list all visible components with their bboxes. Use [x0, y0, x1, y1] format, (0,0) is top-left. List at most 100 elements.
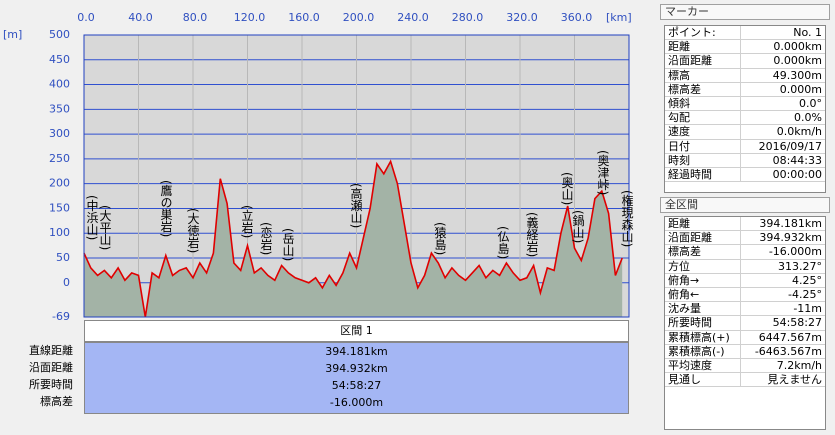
peak-label: (権現森山) — [620, 190, 634, 247]
total-value: -11m — [793, 302, 822, 316]
peak-label: (岳山) — [281, 228, 295, 261]
x-tick-label: 120.0 — [234, 11, 266, 24]
marker-key: 距離 — [665, 40, 741, 54]
plot-border — [83, 34, 630, 318]
marker-row: 勾配 0.0% — [665, 111, 825, 126]
y-tick-label: 500 — [49, 28, 70, 41]
total-value: 4.25° — [792, 273, 822, 287]
marker-row: 時刻 08:44:33 — [665, 153, 825, 168]
total-value: 見えません — [767, 373, 822, 387]
peak-label: (義経岩) — [525, 212, 539, 257]
section-label: 標高差 — [40, 395, 73, 408]
section-label: 所要時間 — [29, 378, 73, 391]
total-row: 沈み量 -11m — [665, 302, 825, 317]
section-value: 54:58:27 — [331, 379, 382, 392]
total-value: 7.2km/h — [776, 358, 822, 372]
y-tick-label: 150 — [49, 201, 70, 214]
total-row: 標高差 -16.000m — [665, 245, 825, 260]
marker-row: 距離 0.000km — [665, 40, 825, 55]
peak-label: (鍋山) — [571, 210, 585, 243]
marker-key: 沿面距離 — [665, 54, 741, 68]
section-label: 直線距離 — [29, 344, 73, 357]
y-tick-label: 350 — [49, 102, 70, 115]
marker-header: マーカー — [660, 4, 830, 20]
elevation-line — [83, 159, 623, 318]
marker-key: 傾斜 — [665, 96, 741, 111]
total-row: 所要時間 54:58:27 — [665, 316, 825, 331]
marker-key: 標高 — [665, 68, 741, 82]
marker-value: 0.0° — [799, 96, 822, 110]
marker-key: 勾配 — [665, 111, 741, 125]
peak-label: (恋岩) — [259, 222, 273, 255]
marker-row: 傾斜 0.0° — [665, 96, 825, 112]
section-label: 沿面距離 — [29, 361, 73, 374]
marker-row: 標高差 0.000m — [665, 82, 825, 97]
y-tick-label: -69 — [52, 310, 70, 320]
peak-label: (猿島) — [433, 222, 447, 255]
marker-value: 0.000m — [779, 82, 822, 96]
total-key: 累積標高(-) — [665, 344, 741, 358]
total-value: -6463.567m — [754, 344, 822, 358]
section-value: 394.181km — [325, 345, 388, 358]
x-tick-label: 0.0 — [77, 11, 95, 24]
marker-value: 0.0% — [794, 111, 822, 125]
total-key: 方位 — [665, 259, 741, 273]
peak-label: (大平山) — [98, 205, 112, 250]
section-labels: 直線距離沿面距離所要時間標高差 — [0, 342, 73, 410]
x-tick-label: 280.0 — [452, 11, 484, 24]
total-value: 394.181km — [759, 217, 822, 230]
marker-row: 標高 49.300m — [665, 68, 825, 83]
total-value: -16.000m — [768, 245, 822, 259]
chart: [m] [km] -69 0 50 100 150 200 250 300 350 400 450 5… — [3, 11, 634, 320]
section-value: -16.000m — [329, 396, 384, 409]
marker-key: 時刻 — [665, 153, 741, 167]
peak-label: (鷹の巣岩) — [159, 180, 173, 237]
y-tick-label: 300 — [49, 127, 70, 140]
total-key: 沈み量 — [665, 302, 741, 316]
total-value: 313.27° — [778, 259, 822, 273]
y-tick-label: 250 — [49, 152, 70, 165]
x-tick-label: 200.0 — [343, 11, 375, 24]
marker-row: 速度 0.0km/h — [665, 125, 825, 140]
total-key: 平均速度 — [665, 358, 741, 373]
peak-label: (立岩) — [240, 205, 254, 238]
total-value: 394.932km — [759, 231, 822, 245]
y-tick-label: 0 — [63, 276, 70, 289]
y-tick-label: 200 — [49, 177, 70, 190]
y-tick-label: 50 — [56, 251, 70, 264]
y-tick-label: 400 — [49, 78, 70, 91]
peak-label: (高瀬山) — [349, 183, 363, 228]
total-key: 俯角→ — [665, 273, 741, 287]
peak-label: (仏島) — [496, 226, 510, 259]
section-value: 394.932km — [325, 362, 388, 375]
total-row: 俯角→ 4.25° — [665, 273, 825, 288]
total-value: 6447.567m — [758, 330, 822, 344]
peak-label: (中浜山) — [85, 195, 99, 240]
marker-value: 08:44:33 — [772, 153, 822, 167]
x-tick-label: 80.0 — [183, 11, 208, 24]
marker-key: 日付 — [665, 139, 741, 153]
marker-value: 2016/09/17 — [758, 139, 822, 153]
marker-value: 00:00:00 — [772, 167, 822, 181]
x-tick-label: 320.0 — [506, 11, 538, 24]
total-key: 所要時間 — [665, 316, 741, 330]
total-row: 見通し 見えません — [665, 373, 825, 388]
total-key: 累積標高(+) — [665, 330, 741, 344]
marker-table: ポイント: No. 1 距離 0.000km 沿面距離 0.000km 標高 49.300m 標… — [664, 25, 826, 193]
marker-key: 標高差 — [665, 82, 741, 96]
total-row: 沿面距離 394.932km — [665, 231, 825, 246]
total-row: 俯角← -4.25° — [665, 287, 825, 303]
total-row: 累積標高(+) 6447.567m — [665, 330, 825, 345]
peak-label: (大徳岩) — [186, 208, 200, 253]
marker-key: 経過時間 — [665, 167, 741, 182]
peak-label: (奥山) — [560, 172, 574, 205]
total-key: 俯角← — [665, 287, 741, 302]
marker-value: 0.0km/h — [776, 125, 822, 139]
total-header: 全区間 — [660, 197, 830, 213]
total-key: 距離 — [665, 217, 741, 231]
marker-value: 0.000km — [773, 54, 822, 68]
y-tick-label: 100 — [49, 226, 70, 239]
y-unit: [m] — [3, 28, 22, 41]
x-tick-label: 40.0 — [128, 11, 153, 24]
x-tick-label: 160.0 — [288, 11, 320, 24]
